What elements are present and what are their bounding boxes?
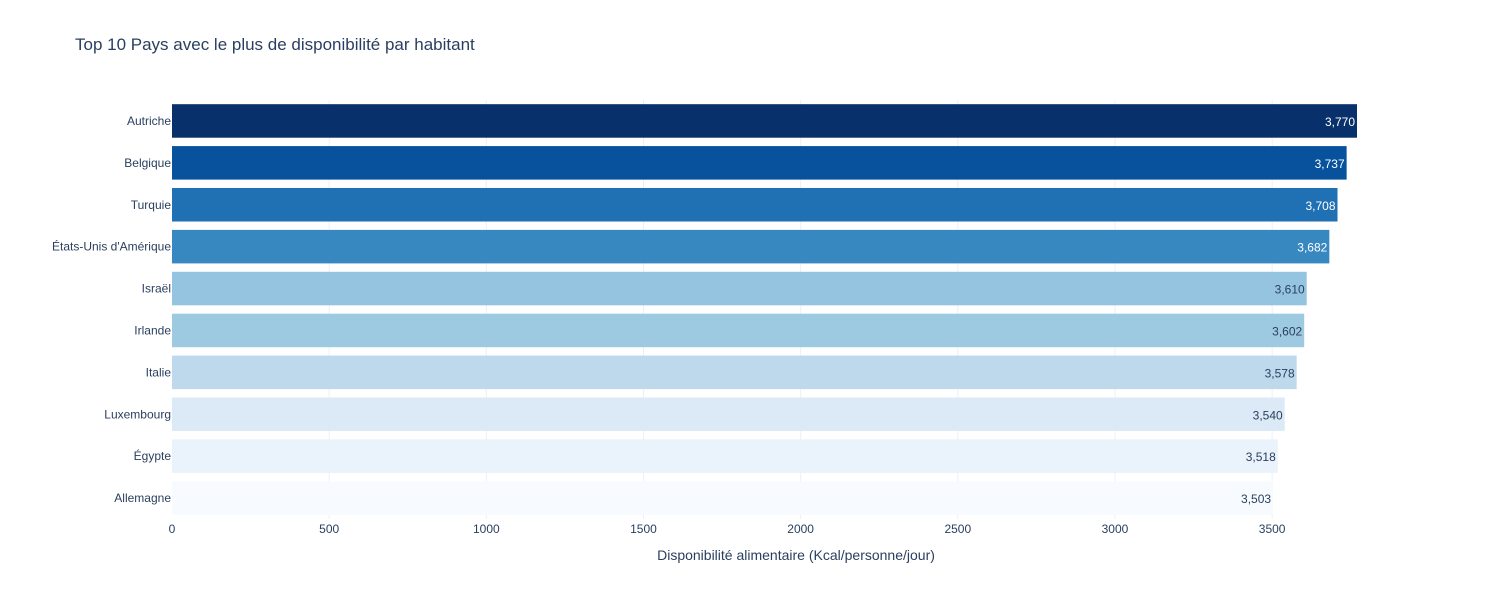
x-tick-label: 1500 (630, 522, 657, 536)
value-label: 3,737 (1315, 157, 1345, 171)
value-label: 3,503 (1241, 492, 1271, 506)
value-label: 3,540 (1253, 408, 1283, 422)
x-tick-label: 0 (169, 522, 176, 536)
x-tick-label: 3000 (1102, 522, 1129, 536)
bar (172, 229, 1330, 264)
bars (172, 104, 1357, 515)
x-axis-title: Disponibilité alimentaire (Kcal/personne… (657, 547, 935, 563)
y-axis-labels: Autriche Belgique Turquie États-Unis d'Amér… (52, 114, 171, 505)
bar (172, 397, 1285, 432)
value-label: 3,518 (1246, 450, 1276, 464)
value-label: 3,602 (1272, 324, 1302, 338)
category-label: Turquie (131, 198, 172, 212)
bar (172, 187, 1338, 222)
x-tick-label: 2500 (944, 522, 971, 536)
bar (172, 481, 1274, 515)
bar (172, 146, 1347, 180)
x-tick-label: 500 (319, 522, 339, 536)
value-label: 3,770 (1325, 115, 1355, 129)
bar (172, 104, 1357, 138)
chart-title: Top 10 Pays avec le plus de disponibilit… (75, 35, 475, 54)
value-label: 3,610 (1275, 283, 1305, 297)
category-label: États-Unis d'Amérique (52, 239, 171, 254)
bar (172, 271, 1307, 306)
x-axis-ticks: 0 500 1000 1500 2000 2500 3000 3500 (169, 522, 1286, 536)
category-label: Italie (146, 365, 172, 379)
value-label: 3,682 (1297, 241, 1327, 255)
category-label: Israël (142, 282, 171, 296)
category-label: Autriche (127, 114, 171, 128)
category-label: Égypte (134, 448, 172, 463)
category-label: Allemagne (114, 491, 171, 505)
bar (172, 439, 1278, 473)
x-tick-label: 3500 (1259, 522, 1286, 536)
value-label: 3,578 (1265, 366, 1295, 380)
x-tick-label: 1000 (473, 522, 500, 536)
value-label: 3,708 (1305, 199, 1335, 213)
bar (172, 313, 1305, 348)
x-tick-label: 2000 (787, 522, 814, 536)
category-label: Belgique (124, 156, 171, 170)
category-label: Irlande (134, 323, 171, 337)
category-label: Luxembourg (104, 407, 171, 421)
value-labels: 3,770 3,737 3,708 3,682 3,610 3,602 3,578 3,540… (1241, 115, 1355, 506)
bar (172, 355, 1297, 390)
